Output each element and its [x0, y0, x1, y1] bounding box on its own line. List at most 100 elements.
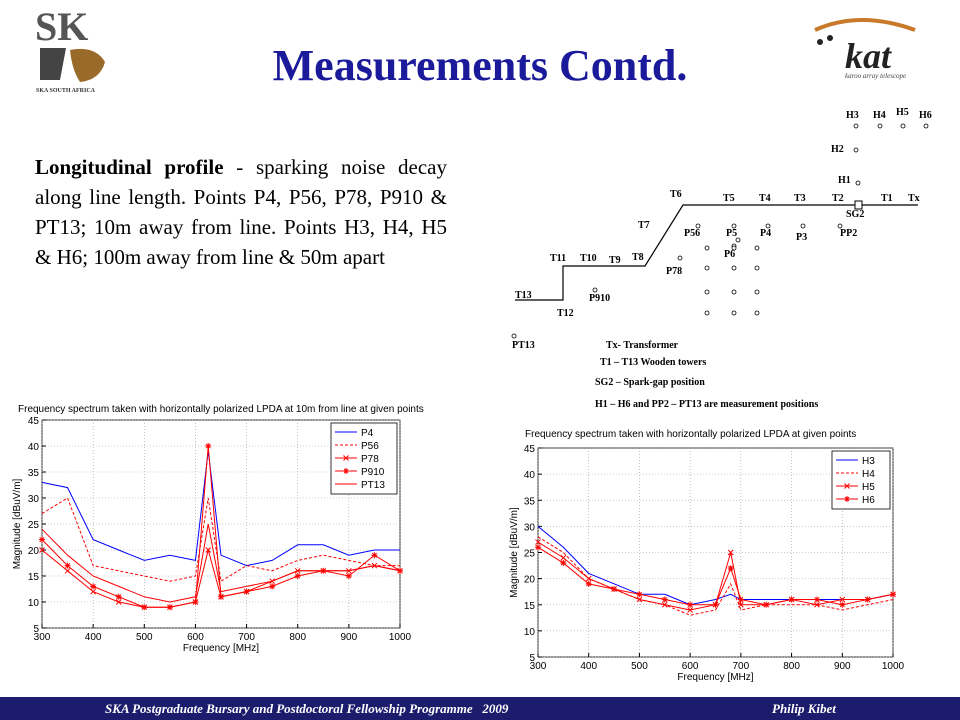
y-tick-label: 45 [28, 416, 40, 427]
diagram-label: T8 [632, 252, 644, 263]
marker [218, 593, 224, 600]
y-tick-label: 5 [33, 624, 39, 635]
marker [166, 604, 173, 611]
marker [727, 565, 734, 572]
marker [64, 567, 71, 574]
measurement-point [735, 237, 741, 243]
logo-africa [70, 48, 105, 82]
marker [727, 549, 734, 556]
marker [636, 591, 643, 598]
legend-label: P4 [361, 428, 374, 439]
x-tick-label: 400 [580, 661, 597, 672]
y-tick-label: 15 [524, 601, 536, 612]
marker [864, 596, 871, 603]
y-tick-label: 15 [28, 572, 40, 583]
marker [560, 559, 567, 566]
x-tick-label: 400 [85, 632, 102, 643]
marker [636, 596, 643, 603]
diagram-label: T2 [832, 193, 844, 204]
measurement-point [592, 287, 598, 293]
diagram-label: PP2 [840, 228, 857, 239]
x-tick-label: 600 [187, 632, 204, 643]
marker [813, 596, 820, 603]
measurement-point [704, 310, 710, 316]
measurement-point [704, 245, 710, 251]
legend-label: H5 [862, 482, 875, 493]
diagram-label: T5 [723, 193, 735, 204]
x-tick-label: 700 [238, 632, 255, 643]
measurement-point [855, 180, 861, 186]
marker [661, 596, 668, 603]
chart: Frequency spectrum taken with horizontal… [509, 429, 905, 683]
series-line [537, 546, 894, 606]
x-tick-label: 800 [289, 632, 306, 643]
measurement-point [800, 223, 806, 229]
y-tick-label: 5 [529, 653, 535, 664]
marker [535, 539, 541, 545]
marker [205, 547, 212, 553]
marker [243, 588, 250, 595]
diagram-label: P56 [684, 228, 700, 239]
diagram-label: T4 [759, 193, 771, 204]
x-tick-label: 900 [834, 661, 851, 672]
legend-label: H4 [862, 469, 875, 480]
y-tick-label: 25 [28, 520, 40, 531]
logo-dot [817, 39, 823, 45]
footer: SKA Postgraduate Bursary and Postdoctora… [0, 697, 960, 720]
measurement-point [731, 245, 737, 251]
diagram-note: SG2 – Spark-gap position [595, 377, 705, 388]
plot [39, 443, 403, 611]
diagram-label: P6 [724, 249, 735, 260]
x-axis-label: Frequency [MHz] [677, 672, 753, 683]
logo-right: kat karoo array telescope [814, 18, 916, 80]
marker [115, 593, 122, 600]
logo-shape [40, 48, 66, 80]
measurement-point [731, 223, 737, 229]
y-tick-label: 35 [524, 496, 536, 507]
marker [687, 607, 693, 613]
measurement-point [923, 123, 929, 129]
diagram-label: T3 [794, 193, 806, 204]
chart: Frequency spectrum taken with horizontal… [12, 404, 424, 654]
legend-label: H6 [862, 495, 875, 506]
x-tick-label: 600 [682, 661, 699, 672]
logo-arc [814, 18, 916, 32]
diagram-label: T10 [580, 253, 597, 264]
marker [64, 562, 71, 569]
x-tick-label: 300 [34, 632, 51, 643]
diagram-label: P3 [796, 232, 807, 243]
footer-left: SKA Postgraduate Bursary and Postdoctora… [105, 701, 509, 716]
diagram-label: T11 [550, 253, 566, 264]
diagram-label: P4 [760, 228, 771, 239]
measurement-point [704, 289, 710, 295]
marker [39, 536, 45, 543]
marker [763, 601, 770, 608]
diagram-label: T12 [557, 308, 574, 319]
marker [39, 547, 45, 553]
series-line [41, 445, 401, 608]
legend-marker [844, 483, 850, 489]
legend-label: P78 [361, 454, 379, 465]
marker [371, 552, 378, 559]
diagram-label: Tx [908, 193, 920, 204]
diagram-label: PT13 [512, 340, 535, 351]
logo-mark: kat [845, 36, 892, 76]
x-tick-label: 800 [783, 661, 800, 672]
measurement-point [837, 223, 843, 229]
y-axis-label: Magnitude [dBuV/m] [12, 478, 23, 569]
x-tick-label: 1000 [882, 661, 905, 672]
plot [535, 525, 896, 616]
measurement-point [853, 147, 859, 153]
x-tick-label: 500 [631, 661, 648, 672]
marker [839, 601, 846, 608]
marker [345, 573, 352, 579]
x-tick-label: 500 [136, 632, 153, 643]
measurement-point [853, 123, 859, 129]
legend-marker [343, 455, 349, 461]
marker [737, 596, 744, 603]
logo-caption: karoo array telescope [845, 72, 906, 80]
spark-gap [854, 200, 863, 210]
measurement-point [900, 123, 906, 129]
marker [661, 601, 668, 608]
